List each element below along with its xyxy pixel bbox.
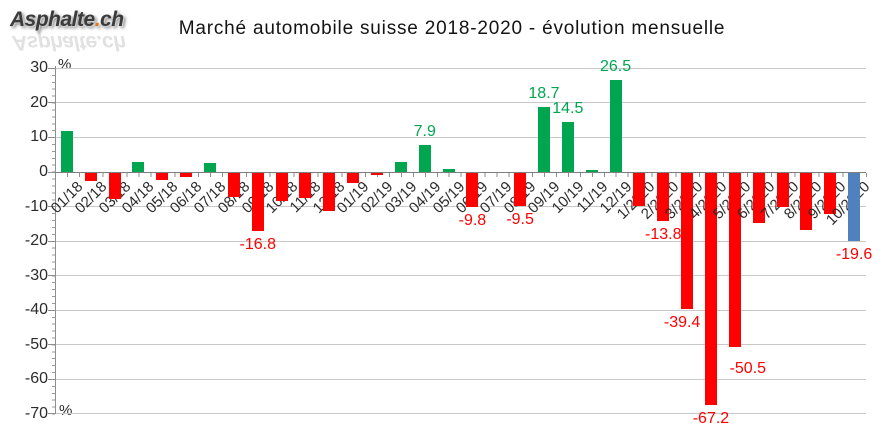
bar-11/19 — [585, 170, 598, 172]
gridline — [55, 206, 866, 208]
y-axis-label: -60 — [24, 370, 48, 388]
y-axis-label: -50 — [24, 335, 48, 353]
bar-06/19 — [466, 173, 479, 207]
bar-3/2020 — [681, 173, 694, 310]
y-axis-label: 30 — [30, 59, 48, 77]
gridline — [55, 136, 866, 138]
bar-10/2020 — [848, 173, 861, 241]
logo-text: Asphalte.ch — [10, 8, 124, 31]
gridline — [55, 344, 866, 346]
y-axis-major-tick — [48, 136, 56, 138]
y-axis-line — [55, 66, 56, 414]
y-axis-label: -70 — [24, 404, 48, 422]
bar-2/2020 — [657, 173, 670, 221]
bar-01/18 — [60, 130, 73, 172]
y-axis-major-tick — [48, 171, 56, 173]
bar-7/2020 — [776, 173, 789, 207]
bar-12/18 — [323, 173, 336, 211]
gridline — [55, 378, 866, 380]
y-axis-major-tick — [48, 378, 56, 380]
bar-06/18 — [180, 173, 193, 177]
bar-10/18 — [275, 173, 288, 201]
data-label: -50.5 — [729, 360, 767, 378]
bar-05/18 — [156, 173, 169, 180]
y-axis-major-tick — [48, 275, 56, 277]
y-axis-major-tick — [48, 102, 56, 104]
gridline — [55, 67, 866, 69]
gridline — [55, 240, 866, 242]
y-axis-unit-bottom: % — [59, 402, 73, 419]
gridline — [55, 102, 866, 104]
data-label: -16.8 — [239, 236, 276, 254]
bar-01/19 — [347, 173, 360, 184]
data-label: -9.8 — [458, 211, 487, 229]
x-axis-minor-ticks — [55, 173, 867, 177]
y-axis-label: -10 — [24, 197, 48, 215]
y-axis-label: 0 — [39, 163, 48, 180]
gridline — [55, 309, 866, 311]
bar-03/18 — [108, 173, 121, 200]
y-axis-label: -20 — [24, 232, 48, 250]
y-axis-major-tick — [48, 309, 56, 311]
data-label: -9.5 — [506, 210, 534, 228]
gridline — [55, 275, 866, 277]
data-label: -67.2 — [692, 410, 730, 428]
bar-07/18 — [204, 162, 217, 172]
bar-03/19 — [394, 161, 407, 172]
bar-04/18 — [132, 161, 145, 172]
y-axis-label: 20 — [30, 93, 48, 111]
bar-1/2020 — [633, 173, 646, 206]
data-label: -19.6 — [835, 245, 873, 263]
data-label: 26.5 — [599, 58, 632, 76]
bar-05/19 — [442, 168, 455, 172]
y-axis-major-tick — [48, 240, 56, 242]
bar-4/2020 — [704, 173, 717, 406]
gridline — [55, 413, 866, 415]
bar-12/19 — [609, 80, 622, 172]
bar-10/19 — [561, 121, 574, 172]
bar-08/19 — [514, 173, 527, 206]
bar-6/2020 — [752, 173, 765, 223]
x-axis-line — [55, 172, 866, 173]
bar-02/18 — [84, 173, 97, 181]
bar-04/19 — [418, 144, 431, 172]
y-axis-label: -30 — [24, 266, 48, 284]
asphalte-logo: Asphalte.ch Asphalte.ch — [10, 6, 140, 54]
y-axis-label: 10 — [30, 128, 48, 146]
bar-09/18 — [251, 173, 264, 232]
y-axis-major-tick — [48, 67, 56, 69]
y-axis-major-tick — [48, 413, 56, 415]
data-label: 7.9 — [413, 122, 436, 140]
bar-5/2020 — [728, 173, 741, 348]
logo-dot: . — [94, 8, 101, 31]
bar-02/19 — [371, 173, 383, 176]
bar-09/19 — [537, 107, 550, 172]
y-axis-label: -40 — [24, 301, 48, 319]
chart-title: Marché automobile suisse 2018-2020 - évo… — [178, 18, 726, 39]
bar-08/18 — [227, 173, 240, 197]
bar-9/2020 — [824, 173, 837, 215]
data-label: -13.8 — [645, 225, 682, 243]
y-axis-unit-top: % — [58, 56, 72, 73]
y-axis-major-tick — [48, 206, 56, 208]
bar-11/18 — [299, 173, 312, 199]
data-label: 18.7 — [528, 85, 560, 103]
y-axis-major-tick — [48, 344, 56, 346]
bar-8/2020 — [800, 173, 813, 231]
data-label: 14.5 — [552, 99, 584, 117]
data-label: -39.4 — [663, 314, 701, 332]
